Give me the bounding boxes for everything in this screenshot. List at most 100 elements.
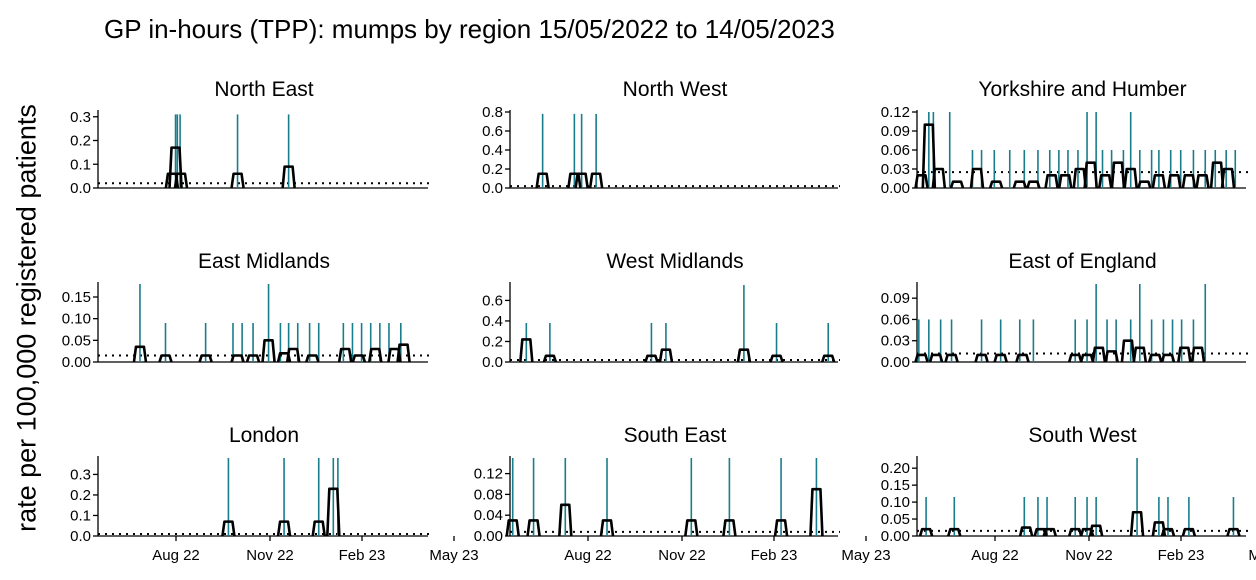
- panel-title: East of England: [1008, 250, 1156, 273]
- smoothed-bump: [928, 353, 944, 363]
- smoothed-bump: [261, 339, 276, 363]
- panel-title: West Midlands: [606, 250, 743, 273]
- smoothed-bump: [658, 348, 674, 363]
- panel-title: South East: [624, 424, 727, 447]
- y-tick-label: 0.03: [881, 333, 910, 350]
- smoothed-bump: [337, 347, 353, 363]
- smoothed-bump: [1104, 350, 1119, 363]
- smoothed-bump: [684, 519, 699, 537]
- smoothed-bump: [230, 172, 245, 189]
- y-tick-label: 0.04: [474, 507, 503, 524]
- smoothed-bump: [1190, 346, 1206, 363]
- smoothed-bump: [1067, 353, 1083, 363]
- y-tick-label: 0.2: [70, 487, 91, 504]
- y-tick-label: 0.3: [70, 109, 91, 126]
- y-tick-label: 0.10: [62, 311, 91, 328]
- y-tick-label: 0.03: [881, 161, 910, 178]
- x-tick-label: May 23: [1248, 547, 1256, 564]
- panel: South West 0.000.050.100.150.20 Aug 22 Nov …: [881, 424, 1256, 564]
- smoothed-bump: [1147, 353, 1163, 363]
- y-tick-label: 0.12: [474, 466, 503, 483]
- y-tick-label: 0.12: [881, 104, 910, 121]
- smoothed-bump: [1220, 167, 1236, 189]
- x-tick-label: Aug 22: [152, 547, 200, 564]
- y-tick-label: 0.1: [70, 507, 91, 524]
- smoothed-bump: [1226, 527, 1241, 537]
- y-tick-label: 0.00: [881, 180, 910, 197]
- y-tick-label: 0.0: [482, 354, 503, 371]
- panel: London 0.0 0.1 0.2 0.3 Aug 22 Nov 22 Feb 23 May …: [70, 424, 478, 564]
- smoothed-bump: [947, 527, 962, 537]
- smoothed-bump: [1181, 174, 1197, 189]
- smoothed-bump: [1044, 174, 1059, 189]
- smoothed-bump: [809, 487, 824, 537]
- smoothed-bump: [168, 146, 183, 189]
- smoothed-bump: [914, 353, 929, 363]
- panel: Yorkshire and Humber 0.00 0.03 0.06 0.09 0.12: [881, 78, 1248, 197]
- smoothed-bump: [1160, 527, 1176, 537]
- smoothed-bump: [132, 345, 148, 363]
- panel-title: London: [229, 424, 299, 447]
- smoothed-bump: [1129, 510, 1145, 537]
- smoothed-bump: [285, 347, 301, 363]
- y-tick-label: 0.00: [474, 528, 503, 545]
- y-tick-label: 0.2: [70, 133, 91, 150]
- x-tick-label: May 23: [841, 547, 890, 564]
- smoothed-bump: [921, 123, 937, 189]
- smoothed-bump: [1067, 527, 1083, 537]
- smoothed-bump: [567, 172, 582, 189]
- smoothed-bump: [1018, 526, 1034, 537]
- panel: West Midlands 0.0 0.2 0.4 0.6: [482, 250, 840, 371]
- smoothed-bump: [311, 520, 327, 537]
- smoothed-bump: [1057, 174, 1073, 189]
- panel: North East 0.0 0.1 0.2 0.3: [70, 78, 430, 197]
- smoothed-bump: [1151, 174, 1167, 189]
- smoothed-bump: [558, 503, 573, 537]
- smoothed-bump: [1042, 527, 1058, 537]
- x-tick-label: Nov 22: [1065, 547, 1113, 564]
- smoothed-bump: [736, 348, 752, 363]
- smoothed-bump: [974, 353, 989, 363]
- smoothed-bump: [245, 354, 261, 363]
- smoothed-bump: [993, 353, 1008, 363]
- panel: East of England 0.00 0.03 0.06 0.09: [881, 250, 1248, 371]
- x-tick-label: May 23: [429, 547, 478, 564]
- y-tick-label: 0.2: [482, 333, 503, 350]
- y-tick-label: 0.6: [482, 292, 503, 309]
- smoothed-bump: [1015, 353, 1030, 363]
- x-tick-label: Nov 22: [246, 547, 294, 564]
- smoothed-bump: [1181, 527, 1197, 537]
- smoothed-bump: [1137, 180, 1152, 189]
- x-tick-label: Aug 22: [564, 547, 612, 564]
- y-tick-label: 0.8: [482, 104, 503, 121]
- y-tick-label: 0.05: [62, 332, 91, 349]
- x-tick-label: Aug 22: [971, 547, 1019, 564]
- y-tick-label: 0.3: [70, 466, 91, 483]
- smoothed-bump: [1088, 524, 1104, 537]
- panel-title: North West: [623, 78, 728, 101]
- smoothed-bump: [1120, 339, 1136, 363]
- x-tick-label: Feb 23: [1158, 547, 1205, 564]
- panel-title: South West: [1028, 424, 1136, 447]
- smoothed-bump: [1132, 346, 1148, 363]
- smoothed-bump: [1123, 167, 1138, 189]
- y-tick-label: 0.06: [881, 142, 910, 159]
- y-tick-label: 0.0: [70, 528, 91, 545]
- y-tick-label: 0.1: [70, 156, 91, 173]
- smoothed-bump: [1195, 174, 1210, 189]
- y-tick-label: 0.20: [881, 460, 910, 477]
- y-tick-label: 0.6: [482, 123, 503, 140]
- smoothed-bump: [1091, 346, 1107, 363]
- x-tick-label: Feb 23: [339, 547, 386, 564]
- y-tick-label: 0.0: [70, 180, 91, 197]
- smoothed-bump: [519, 338, 534, 363]
- smoothed-bump: [1110, 161, 1126, 189]
- smoothed-bump: [158, 354, 173, 363]
- panel: East Midlands 0.00 0.05 0.10 0.15: [62, 250, 430, 371]
- smoothed-bump: [542, 354, 558, 363]
- panel-title: Yorkshire and Humber: [978, 78, 1186, 101]
- y-tick-label: 0.00: [62, 354, 91, 371]
- smoothed-bump: [769, 354, 784, 363]
- smoothed-bump: [276, 520, 292, 537]
